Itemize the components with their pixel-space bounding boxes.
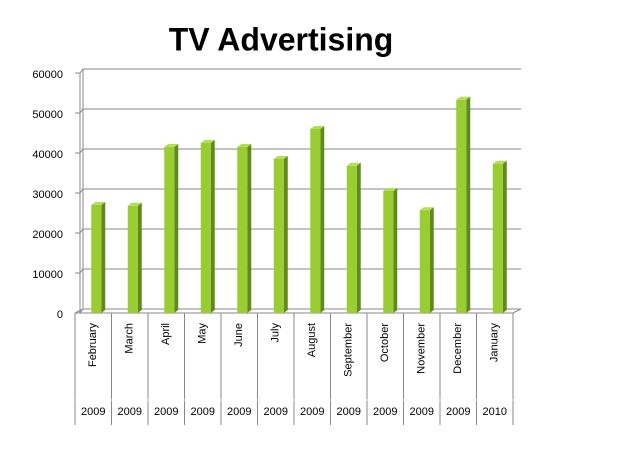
x-tick-label: January	[489, 323, 501, 363]
bar-top	[456, 96, 471, 100]
x-group-label: 2009	[446, 406, 470, 418]
grid-line	[79, 108, 521, 114]
bar	[492, 163, 503, 313]
x-group-label: 2009	[410, 406, 434, 418]
y-tick-label: 20000	[32, 229, 63, 241]
x-tick-label: December	[452, 323, 464, 374]
chart-title: TV Advertising	[169, 21, 394, 57]
x-tick-label: March	[124, 323, 136, 354]
bar-side	[174, 144, 179, 313]
bar-top	[164, 144, 179, 147]
bar	[237, 147, 248, 313]
x-tick-label: February	[87, 323, 99, 368]
y-tick-label: 10000	[32, 269, 63, 281]
bar-side	[210, 140, 215, 313]
floor	[74, 308, 522, 314]
bar	[310, 129, 321, 313]
x-group-label: 2009	[227, 406, 251, 418]
grid-line	[79, 308, 521, 314]
bar-side	[283, 156, 288, 313]
y-tick-label: 40000	[32, 149, 63, 161]
bar-side	[247, 144, 252, 313]
x-group-label: 2009	[154, 406, 178, 418]
bar	[383, 191, 394, 313]
bar-top	[383, 188, 398, 191]
bar-top	[310, 126, 325, 129]
y-tick-label: 30000	[32, 189, 63, 201]
x-group-label: 2009	[81, 406, 105, 418]
bar-top	[346, 162, 361, 166]
bar-side	[466, 96, 471, 313]
x-group-label: 2009	[337, 406, 361, 418]
x-group-label: 2010	[483, 406, 507, 418]
bar	[273, 159, 284, 313]
bar-side	[502, 160, 507, 313]
bar	[419, 210, 430, 313]
x-group-label: 2009	[191, 406, 215, 418]
x-tick-label: July	[270, 323, 282, 343]
bar-side	[137, 202, 142, 313]
x-tick-label: May	[197, 323, 209, 344]
bar	[200, 143, 211, 313]
bar-top	[200, 140, 215, 143]
x-tick-label: August	[306, 323, 318, 357]
x-group-label: 2009	[264, 406, 288, 418]
x-tick-label: June	[233, 323, 245, 347]
bar-top	[419, 207, 434, 211]
x-tick-label: November	[416, 323, 428, 374]
x-tick-label: April	[160, 323, 172, 345]
bar-top	[492, 160, 507, 164]
x-group-label: 2009	[300, 406, 324, 418]
x-group-label: 2009	[373, 406, 397, 418]
bar-top	[127, 202, 142, 206]
x-tick-label: October	[379, 323, 391, 362]
bar-top	[273, 156, 288, 159]
bar-side	[429, 207, 434, 313]
bar-side	[320, 126, 325, 313]
bar-side	[393, 188, 398, 313]
x-group-label: 2009	[118, 406, 142, 418]
x-tick-label: September	[343, 323, 355, 377]
grid-line	[79, 68, 521, 74]
bar	[127, 205, 138, 313]
bar-side	[356, 162, 361, 313]
grid-line	[79, 188, 521, 194]
y-tick-label: 50000	[32, 109, 63, 121]
bar	[456, 99, 467, 313]
grid-line	[79, 148, 521, 154]
y-tick-label: 0	[57, 309, 63, 321]
bar-top	[237, 144, 252, 147]
bar	[346, 165, 357, 313]
grid-line	[79, 268, 521, 274]
bar-side	[101, 202, 106, 313]
bar	[91, 205, 102, 313]
y-tick-label: 60000	[32, 69, 63, 81]
bar-top	[91, 202, 106, 205]
grid-line	[79, 228, 521, 234]
bar	[164, 147, 175, 313]
